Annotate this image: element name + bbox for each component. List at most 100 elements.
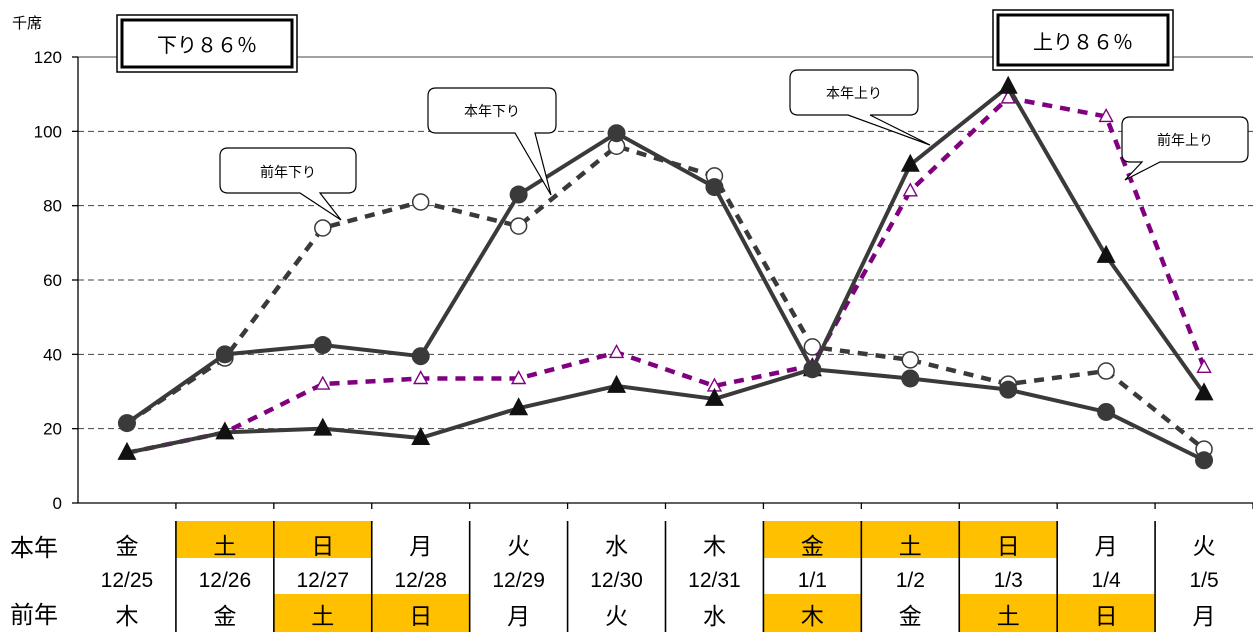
- this-year-day: 日: [997, 534, 1020, 560]
- data-point: [999, 380, 1018, 399]
- data-point: [509, 185, 528, 204]
- data-point: [608, 344, 625, 359]
- series-line: [126, 95, 1207, 456]
- prev-year-day: 金: [213, 604, 236, 630]
- prev-year-day: 土: [997, 604, 1020, 630]
- holiday-cell: [273, 594, 372, 632]
- data-point: [413, 370, 429, 385]
- prev-year-day: 土: [311, 604, 334, 630]
- this-year-day: 火: [507, 534, 530, 560]
- data-point: [313, 336, 332, 355]
- date-label: 1/1: [798, 569, 827, 592]
- callout-prev-down-label: 前年下り: [260, 164, 316, 181]
- data-point: [900, 153, 920, 172]
- prev-year-day: 日: [409, 604, 432, 630]
- date-label: 12/30: [590, 569, 643, 592]
- data-point: [607, 124, 626, 143]
- holiday-cell: [959, 594, 1058, 632]
- callout-this-down: 本年下り: [427, 87, 557, 196]
- date-label: 1/2: [896, 569, 925, 592]
- data-point: [1000, 89, 1016, 104]
- data-point: [803, 338, 822, 356]
- data-point: [313, 417, 333, 436]
- data-point: [509, 397, 529, 416]
- axes: [72, 56, 1253, 509]
- y-tick-label: 80: [43, 197, 62, 216]
- this-year-row-label: 本年: [10, 534, 58, 562]
- data-point: [998, 75, 1018, 94]
- data-point: [901, 369, 920, 388]
- prev-year-day: 木: [801, 604, 824, 630]
- data-point: [1097, 402, 1116, 421]
- holiday-cell: [1057, 594, 1156, 632]
- this-year-day: 金: [115, 534, 138, 560]
- this-year-day: 木: [703, 534, 726, 560]
- data-point: [117, 414, 136, 433]
- prev-year-row-label: 前年: [10, 601, 58, 629]
- data-point: [803, 360, 822, 379]
- data-point: [215, 421, 235, 440]
- date-label: 12/26: [199, 569, 252, 592]
- this-year-day: 土: [213, 534, 236, 560]
- y-tick-label: 120: [34, 48, 62, 67]
- data-point: [411, 193, 430, 211]
- data-point: [1097, 362, 1115, 380]
- data-point: [117, 441, 137, 460]
- date-label: 12/29: [492, 569, 545, 592]
- series-line: [125, 131, 1205, 463]
- data-point: [1098, 107, 1114, 123]
- this-year-day: 日: [311, 534, 334, 560]
- prev-year-day: 日: [1095, 604, 1118, 630]
- down-summary-box: 下り８６％: [116, 14, 298, 73]
- callout-this-down-label: 本年下り: [464, 104, 520, 120]
- holiday-cell: [763, 521, 862, 558]
- holiday-cell: [861, 521, 960, 558]
- this-year-day: 金: [801, 534, 824, 560]
- series-line: [126, 84, 1206, 455]
- data-point: [1195, 451, 1214, 470]
- prev-year-day: 火: [605, 604, 628, 630]
- callout-this-up-label: 本年上り: [826, 86, 882, 102]
- series-前年上り: [119, 89, 1212, 459]
- up-summary-box: 上り８６％: [992, 9, 1174, 71]
- data-point: [509, 217, 528, 235]
- data-point: [510, 370, 527, 385]
- prev-year-day: 木: [115, 604, 138, 630]
- holiday-cell: [175, 521, 274, 558]
- y-tick-label: 60: [43, 271, 62, 290]
- date-label: 1/5: [1189, 569, 1218, 592]
- date-label: 12/31: [688, 569, 741, 592]
- data-point: [902, 182, 918, 197]
- series-line: [125, 143, 1206, 451]
- data-point: [607, 374, 627, 393]
- y-tick-label: 100: [34, 122, 62, 141]
- prev-year-day: 月: [1193, 604, 1216, 630]
- holiday-cell: [959, 521, 1058, 558]
- date-label: 12/25: [101, 569, 154, 592]
- data-point: [411, 347, 430, 366]
- data-point: [215, 345, 234, 364]
- date-label: 12/27: [297, 569, 350, 592]
- this-year-day: 火: [1193, 534, 1216, 560]
- callout-prev-up-label: 前年上り: [1157, 132, 1213, 149]
- data-point: [705, 178, 724, 197]
- date-table: 金12/25木土12/26金日12/27土月12/28日火12/29月水12/3…: [101, 521, 1219, 632]
- data-point: [704, 387, 724, 406]
- date-label: 12/28: [394, 569, 447, 592]
- data-point: [1194, 382, 1214, 401]
- data-point: [314, 219, 332, 237]
- prev-year-day: 金: [899, 604, 922, 630]
- holiday-cell: [273, 521, 372, 558]
- callout-prev-up: 前年上り: [1121, 116, 1249, 181]
- holiday-cell: [371, 594, 470, 632]
- holiday-cell: [763, 594, 862, 632]
- down-summary-label: 下り８６％: [157, 33, 257, 57]
- data-point: [411, 426, 431, 445]
- up-summary-label: 上り８６％: [1033, 30, 1133, 54]
- series-本年下り: [117, 124, 1214, 470]
- y-tick-label: 20: [43, 420, 62, 439]
- y-tick-labels: 0 20 40 60 80 100 120: [34, 48, 62, 513]
- date-label: 1/3: [994, 569, 1023, 592]
- data-point: [901, 351, 920, 369]
- data-point: [1096, 244, 1116, 263]
